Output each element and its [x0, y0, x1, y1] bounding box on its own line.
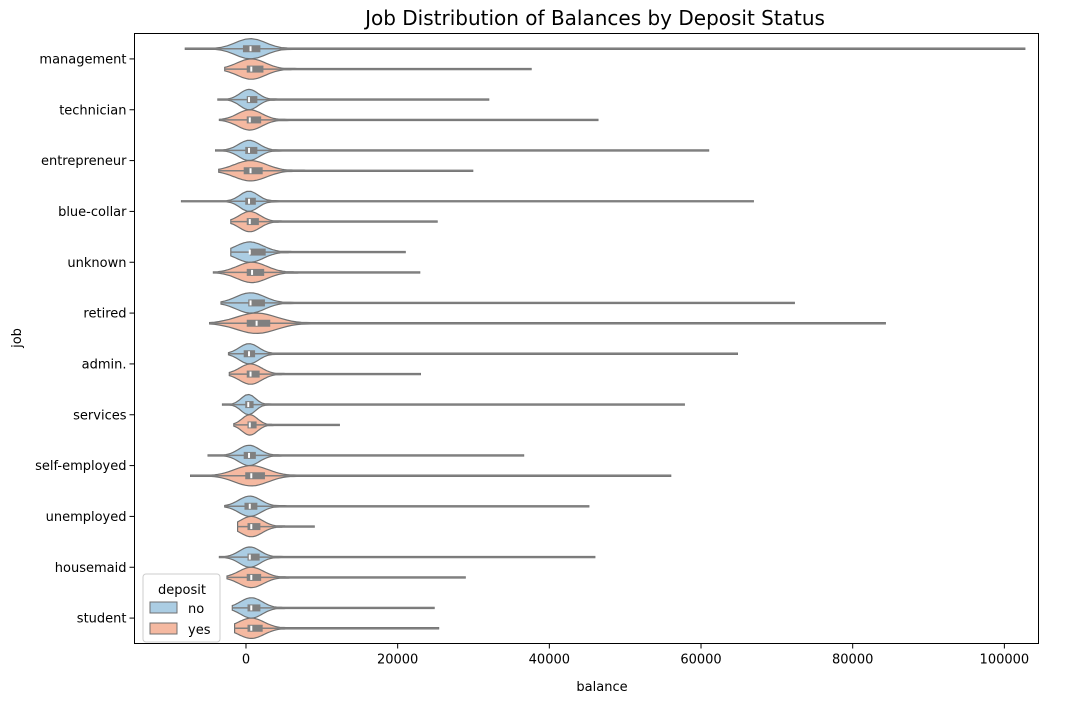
y-tick-label: self-employed — [35, 459, 126, 474]
violin-box — [243, 167, 263, 175]
violin-box — [246, 96, 258, 104]
x-tick-label: 40000 — [529, 653, 570, 668]
y-tick-label: technician — [59, 103, 126, 118]
legend-swatch-yes — [149, 622, 178, 635]
violin-box — [242, 45, 261, 53]
x-axis-label: balance — [576, 680, 627, 695]
violin-box — [246, 218, 259, 226]
violin-box — [247, 523, 261, 531]
y-tick-label: housemaid — [55, 561, 127, 576]
y-tick-label: unknown — [67, 256, 126, 271]
legend: deposit no yes — [142, 573, 221, 643]
x-tick-label: 20000 — [377, 653, 418, 668]
legend-entry-no: no — [188, 602, 204, 617]
y-axis-label: job — [10, 328, 25, 349]
violin-box — [246, 65, 264, 73]
violin-box — [245, 146, 258, 154]
y-tick-label: retired — [83, 307, 126, 322]
violin-box — [246, 319, 271, 327]
y-tick-label: management — [39, 52, 126, 67]
violin-box — [246, 116, 262, 124]
violin-box — [246, 573, 262, 581]
violin-box — [247, 421, 257, 429]
x-tick-label: 0 — [242, 653, 250, 668]
x-tick-label: 100000 — [980, 653, 1030, 668]
y-tick-label: entrepreneur — [41, 154, 127, 169]
violin-box — [247, 624, 263, 632]
y-tick-label: unemployed — [46, 510, 127, 525]
x-tick-label: 60000 — [680, 653, 721, 668]
violin-box — [247, 604, 261, 612]
violin-box — [245, 401, 254, 409]
y-tick-label: blue-collar — [58, 205, 127, 220]
violins-group — [180, 37, 1026, 639]
y-tick-label: services — [73, 408, 127, 423]
violin-box — [248, 299, 265, 307]
y-tick-label: student — [77, 612, 127, 627]
y-axis: management technician entrepreneur blue-col… — [35, 52, 135, 627]
x-axis: 0 20000 40000 60000 80000 100000 — [242, 643, 1030, 668]
x-tick-label: 80000 — [832, 653, 873, 668]
chart-title: Job Distribution of Balances by Deposit … — [363, 6, 825, 30]
legend-title: deposit — [158, 583, 206, 598]
legend-swatch-no — [149, 601, 178, 614]
violin-box — [245, 472, 265, 480]
y-tick-label: admin. — [82, 357, 127, 372]
violin-box — [247, 553, 260, 561]
plot-area — [134, 33, 1039, 644]
legend-entry-yes: yes — [188, 623, 211, 638]
violin-box — [244, 502, 258, 510]
violin-box — [246, 370, 260, 378]
violin-box — [249, 248, 266, 256]
violin-box — [246, 268, 265, 276]
violin-box — [245, 197, 256, 205]
